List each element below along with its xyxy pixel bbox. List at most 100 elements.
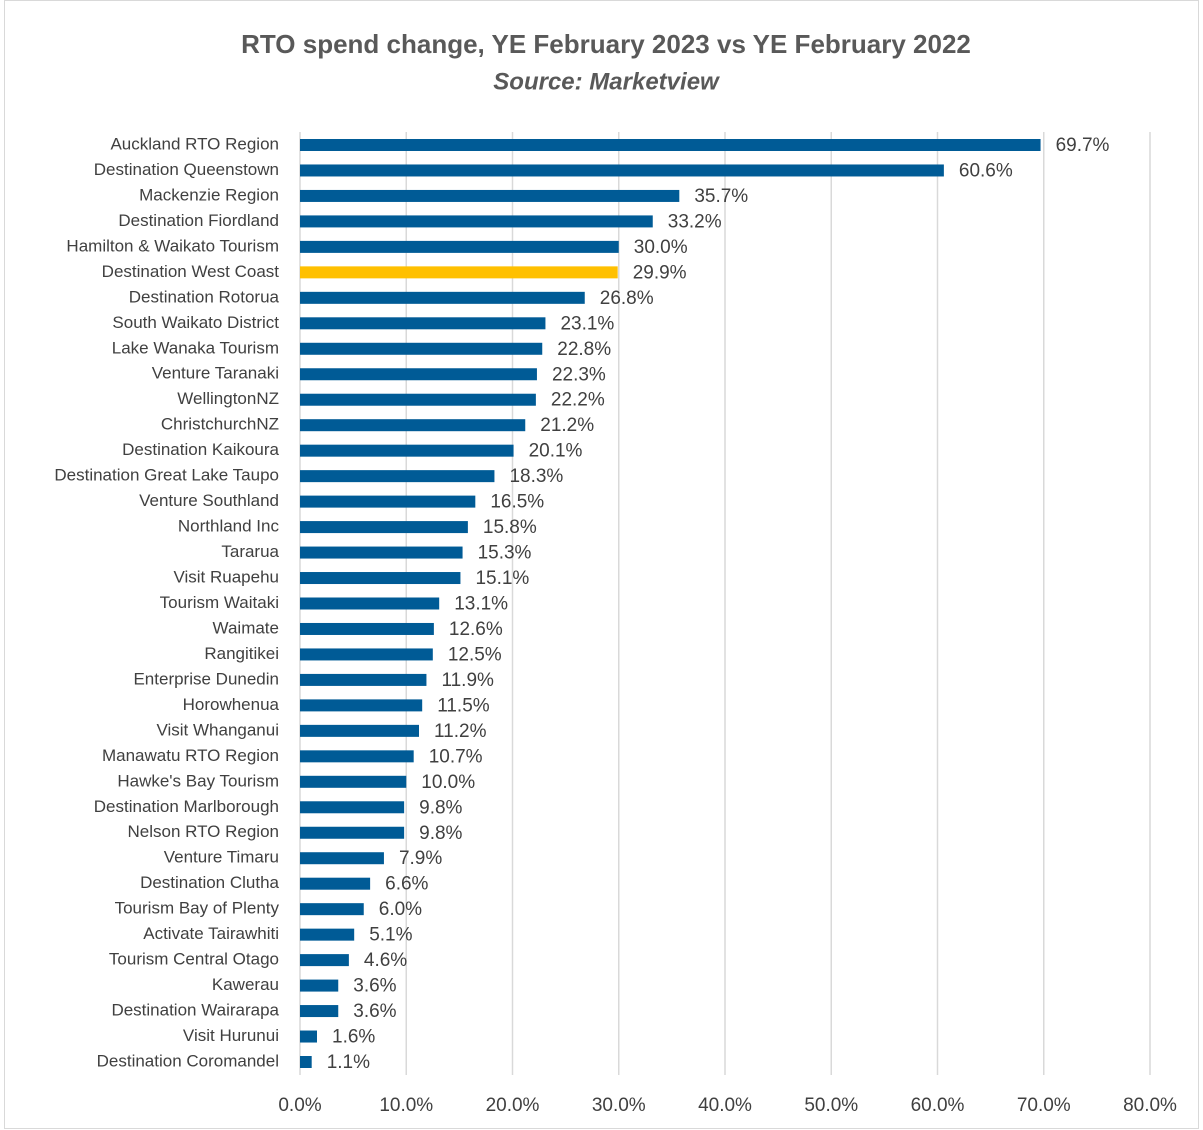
bar	[300, 954, 349, 967]
y-tick-label: Auckland RTO Region	[110, 134, 279, 153]
bar	[300, 775, 407, 788]
value-label: 1.6%	[332, 1027, 375, 1048]
value-label: 69.7%	[1056, 135, 1110, 156]
value-label: 6.6%	[385, 874, 428, 895]
bar	[300, 521, 468, 534]
bar	[300, 877, 371, 890]
bar	[300, 164, 944, 177]
value-label: 29.9%	[633, 262, 687, 283]
y-tick-label: Northland Inc	[178, 517, 280, 536]
bar	[300, 495, 476, 508]
value-label: 10.0%	[421, 772, 475, 793]
bar	[300, 673, 427, 686]
y-tick-label: WellingtonNZ	[177, 389, 279, 408]
y-tick-label: Nelson RTO Region	[127, 822, 279, 841]
value-label: 3.6%	[353, 976, 396, 997]
value-label: 9.8%	[419, 797, 462, 818]
value-label: 13.1%	[454, 594, 508, 615]
bar	[300, 1030, 317, 1043]
value-label: 16.5%	[490, 492, 544, 513]
bar	[300, 546, 463, 559]
bar	[300, 266, 618, 279]
bar	[300, 1005, 339, 1018]
y-tick-label: Enterprise Dunedin	[133, 669, 279, 688]
value-label: 11.5%	[437, 695, 490, 716]
bar	[300, 648, 433, 661]
y-tick-label: Lake Wanaka Tourism	[112, 338, 279, 357]
y-tick-label: Destination Great Lake Taupo	[54, 466, 279, 485]
bar	[300, 291, 585, 304]
y-tick-label: Destination Kaikoura	[122, 440, 279, 459]
bar	[300, 903, 364, 916]
bar	[300, 699, 423, 712]
value-label: 6.0%	[379, 899, 422, 920]
value-label: 5.1%	[369, 925, 412, 946]
y-tick-label: Waimate	[213, 618, 279, 637]
value-label: 11.2%	[434, 721, 487, 742]
y-tick-label: Tourism Bay of Plenty	[115, 899, 280, 918]
bar	[300, 189, 680, 202]
value-label: 26.8%	[600, 288, 654, 309]
y-tick-label: Visit Ruapehu	[173, 568, 279, 587]
bar	[300, 317, 546, 330]
value-label: 30.0%	[634, 237, 688, 258]
bar	[300, 1056, 312, 1068]
y-tick-label: Destination Marlborough	[94, 797, 279, 816]
value-label: 15.3%	[478, 543, 532, 564]
bar	[300, 240, 619, 253]
bar	[300, 750, 414, 763]
value-label: 3.6%	[353, 1001, 396, 1022]
y-tick-label: Activate Tairawhiti	[143, 924, 279, 943]
x-tick-label: 70.0%	[1017, 1095, 1071, 1116]
y-tick-label: Destination Rotorua	[129, 287, 280, 306]
y-tick-label: Rangitikei	[204, 644, 279, 663]
bar	[300, 470, 495, 483]
y-tick-label: Hamilton & Waikato Tourism	[66, 236, 279, 255]
value-label: 15.8%	[483, 517, 537, 538]
bar	[300, 979, 339, 992]
y-tick-label: Destination Clutha	[140, 873, 279, 892]
bar	[300, 928, 355, 941]
value-label: 22.8%	[557, 339, 611, 360]
x-tick-label: 30.0%	[592, 1095, 646, 1116]
x-tick-label: 80.0%	[1123, 1095, 1177, 1116]
value-label: 22.2%	[551, 390, 605, 411]
bar	[300, 215, 653, 228]
y-tick-label: Venture Taranaki	[152, 364, 279, 383]
bar	[300, 622, 434, 635]
value-label: 7.9%	[399, 848, 442, 869]
value-label: 18.3%	[509, 466, 563, 487]
bar	[300, 342, 543, 355]
value-label: 22.3%	[552, 364, 606, 385]
value-label: 11.9%	[441, 670, 494, 691]
y-tick-label: Manawatu RTO Region	[102, 746, 279, 765]
y-tick-label: Destination West Coast	[102, 262, 280, 281]
value-label: 4.6%	[364, 950, 407, 971]
y-tick-label: Venture Timaru	[164, 848, 279, 867]
x-tick-label: 20.0%	[486, 1095, 540, 1116]
x-tick-label: 10.0%	[379, 1095, 433, 1116]
value-label: 20.1%	[529, 441, 583, 462]
bar	[300, 139, 1041, 151]
y-tick-label: ChristchurchNZ	[161, 415, 279, 434]
chart-title: RTO spend change, YE February 2023 vs YE…	[241, 29, 971, 59]
value-label: 21.2%	[540, 415, 594, 436]
y-tick-label: Destination Coromandel	[97, 1051, 279, 1070]
bar	[300, 444, 514, 457]
value-label: 23.1%	[560, 313, 614, 334]
value-label: 1.1%	[327, 1052, 370, 1073]
y-tick-label: Tararua	[221, 542, 279, 561]
bar	[300, 368, 537, 381]
chart-subtitle: Source: Marketview	[493, 68, 720, 95]
y-tick-label: Hawke's Bay Tourism	[117, 771, 279, 790]
value-label: 15.1%	[475, 568, 529, 589]
bar	[300, 597, 440, 610]
y-tick-label: Destination Wairarapa	[111, 1001, 279, 1020]
bar	[300, 724, 419, 737]
bar	[300, 801, 405, 814]
y-tick-label: Horowhenua	[183, 695, 280, 714]
chart-frame	[4, 0, 1199, 1129]
y-tick-label: Tourism Central Otago	[109, 950, 279, 969]
y-tick-label: South Waikato District	[112, 313, 279, 332]
